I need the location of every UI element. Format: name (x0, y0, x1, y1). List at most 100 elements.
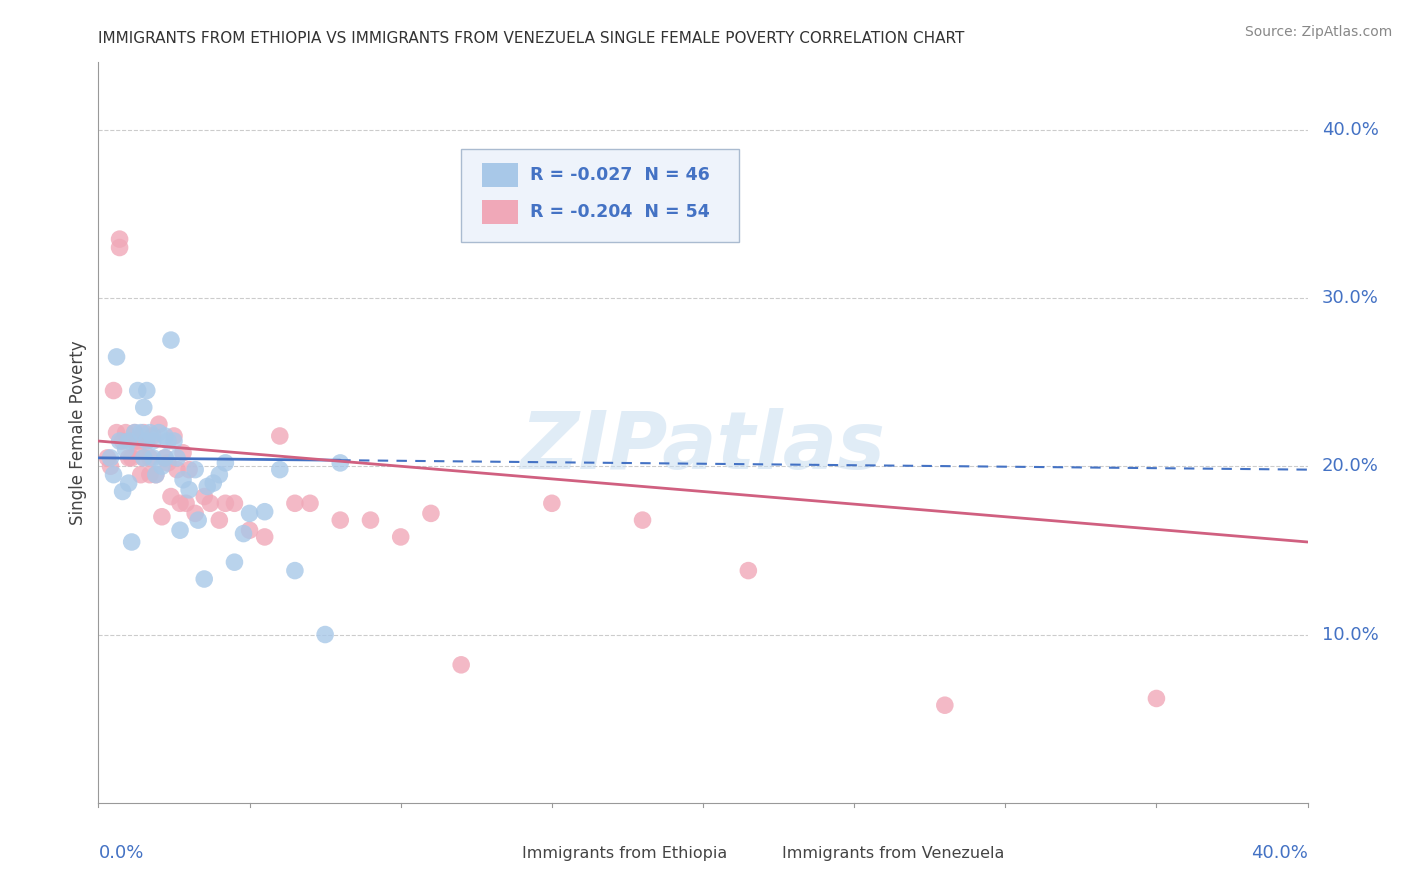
Point (148, 417, 170, 432)
Point (124, 425, 146, 440)
Text: Immigrants from Venezuela: Immigrants from Venezuela (782, 846, 1004, 861)
Point (132, 450, 155, 465)
Point (132, 401, 155, 415)
Point (156, 456, 179, 470)
Point (127, 442, 149, 457)
Point (193, 572, 215, 586)
Point (153, 450, 176, 465)
Point (232, 526, 254, 541)
Point (129, 467, 152, 482)
Point (135, 434, 157, 448)
Text: ZIPatlas: ZIPatlas (520, 409, 886, 486)
Point (269, 462, 291, 476)
Y-axis label: Single Female Poverty: Single Female Poverty (69, 341, 87, 524)
Point (121, 535, 143, 549)
Text: 0.0%: 0.0% (98, 844, 143, 862)
Point (169, 496, 191, 510)
Point (200, 496, 222, 510)
Point (132, 425, 155, 440)
Point (631, 513, 654, 527)
Point (1144, 691, 1167, 706)
Point (253, 530, 276, 544)
Point (129, 425, 152, 440)
Point (153, 450, 176, 465)
Text: 20.0%: 20.0% (1322, 458, 1379, 475)
Text: 30.0%: 30.0% (1322, 289, 1379, 307)
Point (224, 555, 246, 569)
FancyBboxPatch shape (482, 163, 517, 186)
Point (100, 450, 122, 465)
FancyBboxPatch shape (482, 200, 517, 224)
Point (127, 384, 149, 398)
Text: 40.0%: 40.0% (1322, 120, 1379, 139)
Point (269, 429, 291, 443)
Point (124, 425, 146, 440)
Point (389, 530, 412, 544)
Point (145, 467, 167, 482)
FancyBboxPatch shape (461, 149, 740, 242)
Point (118, 450, 141, 465)
Point (135, 384, 157, 398)
Point (163, 434, 186, 448)
Text: 40.0%: 40.0% (1251, 844, 1308, 862)
Point (214, 496, 236, 510)
Point (329, 513, 352, 527)
Point (214, 456, 236, 470)
Point (105, 425, 128, 440)
Point (420, 507, 443, 521)
Point (108, 434, 131, 448)
Point (111, 434, 134, 448)
Text: Source: ZipAtlas.com: Source: ZipAtlas.com (1244, 25, 1392, 39)
Text: 10.0%: 10.0% (1322, 625, 1379, 643)
Point (139, 425, 162, 440)
Point (239, 523, 262, 537)
Point (160, 490, 183, 504)
Point (111, 484, 134, 499)
Point (142, 450, 165, 465)
Point (166, 450, 188, 465)
Point (142, 429, 165, 443)
Point (114, 442, 136, 457)
Point (163, 429, 186, 443)
Point (737, 564, 759, 578)
Point (108, 240, 131, 255)
Point (314, 627, 336, 641)
Point (142, 434, 165, 448)
Point (139, 450, 162, 465)
Point (145, 467, 167, 482)
Point (105, 350, 128, 364)
Point (208, 467, 231, 482)
Point (179, 462, 201, 476)
Point (193, 490, 215, 504)
Point (540, 496, 562, 510)
Point (169, 523, 191, 537)
Point (184, 507, 207, 521)
Point (174, 496, 197, 510)
Point (124, 434, 146, 448)
Point (172, 473, 194, 487)
Point (360, 513, 382, 527)
Point (172, 446, 194, 460)
Point (195, 479, 218, 493)
Point (187, 513, 209, 527)
Text: IMMIGRANTS FROM ETHIOPIA VS IMMIGRANTS FROM VENEZUELA SINGLE FEMALE POVERTY CORR: IMMIGRANTS FROM ETHIOPIA VS IMMIGRANTS F… (98, 31, 965, 46)
Point (239, 507, 262, 521)
Point (450, 657, 472, 672)
Point (166, 462, 188, 476)
Point (202, 476, 225, 491)
Point (100, 459, 122, 474)
Point (224, 496, 246, 510)
Point (103, 467, 125, 482)
Point (160, 333, 183, 347)
Text: Immigrants from Ethiopia: Immigrants from Ethiopia (522, 846, 727, 861)
Point (114, 425, 136, 440)
Point (184, 462, 207, 476)
Point (150, 509, 173, 524)
Text: R = -0.204  N = 54: R = -0.204 N = 54 (530, 203, 710, 221)
Point (208, 513, 231, 527)
Point (118, 434, 141, 448)
Point (934, 698, 956, 713)
Point (127, 434, 149, 448)
Point (96, 450, 118, 465)
Point (132, 450, 155, 465)
